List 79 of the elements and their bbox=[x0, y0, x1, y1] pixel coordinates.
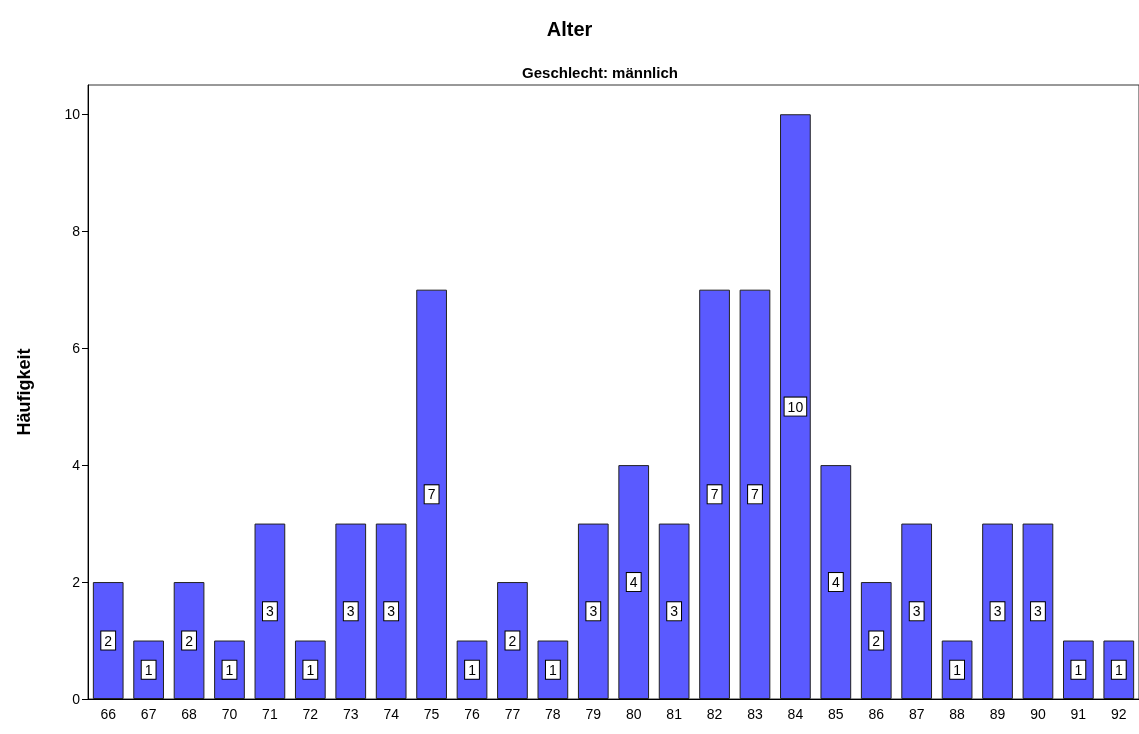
data-label: 7 bbox=[427, 486, 436, 503]
x-tick-label: 80 bbox=[625, 706, 642, 722]
bar bbox=[92, 582, 124, 699]
bar bbox=[335, 523, 367, 699]
data-label: 1 bbox=[144, 661, 153, 678]
y-tick-label: 8 bbox=[72, 223, 81, 240]
bar bbox=[860, 582, 892, 699]
bar bbox=[577, 523, 609, 699]
x-tick-label: 90 bbox=[1030, 706, 1046, 722]
data-label: 1 bbox=[953, 661, 962, 678]
x-tick-label: 87 bbox=[908, 706, 925, 722]
data-label: 1 bbox=[306, 661, 315, 678]
bar bbox=[982, 523, 1013, 699]
y-tick-label: 6 bbox=[72, 340, 81, 357]
y-axis-title: Häufigkeit bbox=[14, 348, 34, 436]
x-tick-label: 81 bbox=[666, 706, 683, 722]
x-tick-label: 88 bbox=[949, 706, 966, 722]
bar bbox=[1022, 523, 1054, 699]
data-label: 3 bbox=[912, 603, 921, 620]
data-label: 3 bbox=[266, 603, 275, 620]
data-label: 4 bbox=[831, 574, 840, 591]
y-tick-label: 0 bbox=[72, 691, 81, 707]
x-tick-label: 86 bbox=[868, 706, 885, 722]
data-label: 2 bbox=[872, 632, 881, 649]
data-label: 2 bbox=[104, 632, 113, 649]
bar bbox=[699, 289, 730, 699]
data-label: 1 bbox=[1114, 661, 1123, 678]
bar bbox=[901, 523, 933, 699]
x-tick-label: 72 bbox=[302, 706, 319, 722]
y-tick-label: 4 bbox=[72, 457, 81, 474]
chart-subtitle: Geschlecht: männlich bbox=[522, 64, 678, 81]
bar bbox=[739, 289, 771, 699]
data-label: 7 bbox=[710, 486, 719, 503]
x-tick-label: 75 bbox=[423, 706, 440, 722]
chart-title: Alter bbox=[546, 18, 593, 40]
data-label: 3 bbox=[387, 603, 396, 620]
bar bbox=[497, 582, 528, 699]
x-tick-label: 77 bbox=[504, 706, 521, 722]
data-label: 2 bbox=[508, 632, 517, 649]
y-tick-label: 2 bbox=[72, 574, 81, 591]
x-tick-label: 83 bbox=[747, 706, 763, 722]
x-tick-label: 66 bbox=[100, 706, 117, 722]
data-label: 3 bbox=[589, 603, 598, 620]
x-tick-label: 76 bbox=[464, 706, 481, 722]
data-label: 1 bbox=[468, 661, 477, 678]
bar bbox=[820, 465, 852, 699]
x-tick-label: 73 bbox=[342, 706, 359, 722]
x-tick-label: 82 bbox=[706, 706, 723, 722]
bar bbox=[173, 582, 205, 699]
x-tick-label: 71 bbox=[262, 706, 278, 722]
bar bbox=[254, 523, 286, 699]
x-tick-label: 91 bbox=[1070, 706, 1087, 722]
x-tick-label: 74 bbox=[383, 706, 400, 722]
data-label: 3 bbox=[993, 603, 1002, 620]
data-label: 3 bbox=[346, 603, 355, 620]
x-tick-label: 85 bbox=[828, 706, 844, 722]
data-label: 1 bbox=[1074, 661, 1083, 678]
data-label: 4 bbox=[629, 574, 638, 591]
x-tick-label: 70 bbox=[221, 706, 238, 722]
data-label: 10 bbox=[787, 398, 804, 415]
data-label: 3 bbox=[670, 603, 679, 620]
x-tick-label: 78 bbox=[545, 706, 561, 722]
bar bbox=[618, 465, 650, 699]
x-tick-label: 68 bbox=[181, 706, 198, 722]
bar bbox=[658, 523, 690, 699]
bar bbox=[416, 289, 447, 699]
x-tick-label: 92 bbox=[1111, 706, 1127, 722]
x-tick-label: 84 bbox=[787, 706, 804, 722]
x-tick-label: 79 bbox=[585, 706, 602, 722]
data-label: 7 bbox=[751, 486, 760, 503]
data-label: 2 bbox=[185, 632, 194, 649]
data-label: 1 bbox=[225, 661, 234, 678]
data-label: 3 bbox=[1034, 603, 1043, 620]
x-tick-label: 67 bbox=[140, 706, 157, 722]
y-tick-label: 10 bbox=[64, 106, 81, 123]
bar bbox=[375, 523, 407, 699]
data-label: 1 bbox=[548, 661, 557, 678]
bar bbox=[780, 114, 811, 699]
x-tick-label: 89 bbox=[989, 706, 1006, 722]
